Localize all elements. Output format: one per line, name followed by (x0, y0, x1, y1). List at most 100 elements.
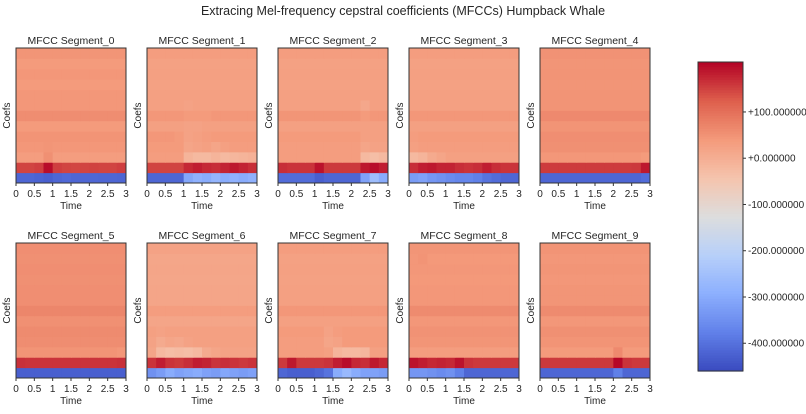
heatmap-cell (360, 79, 371, 91)
heatmap-cell (567, 357, 578, 369)
heatmap-cell (80, 172, 90, 184)
x-tick-label: 2 (480, 384, 486, 395)
colorbar-segment (698, 365, 743, 370)
heatmap-cell (147, 305, 157, 317)
heatmap-cell (98, 110, 109, 122)
heatmap-cell (174, 274, 185, 286)
heatmap-cell (378, 315, 389, 327)
heatmap-cell (631, 326, 642, 337)
heatmap-cell (305, 58, 316, 70)
heatmap-cell (247, 58, 258, 70)
heatmap-cell (305, 151, 316, 163)
heatmap-cell (323, 294, 334, 306)
heatmap-cell (238, 315, 249, 327)
heatmap-cell (247, 326, 258, 337)
heatmap-cell (183, 243, 194, 254)
colorbar-segment (698, 314, 743, 318)
heatmap-cell (464, 99, 474, 111)
heatmap-cell (418, 172, 428, 184)
heatmap-cell (183, 284, 194, 296)
heatmap-cell (43, 141, 54, 153)
heatmap-cell (98, 120, 109, 132)
heatmap-cell (585, 58, 596, 70)
heatmap-cell (445, 162, 456, 174)
heatmap-cell (25, 110, 35, 122)
heatmap-cell (61, 357, 72, 369)
heatmap-cell (464, 253, 474, 265)
heatmap-cell (116, 315, 127, 327)
heatmap-cell (71, 315, 81, 327)
heatmap-cell (464, 89, 474, 101)
heatmap-cell (43, 151, 54, 163)
heatmap-cell (278, 357, 288, 369)
heatmap-cell (622, 243, 633, 254)
heatmap-cell (107, 48, 118, 59)
heatmap-cell (16, 131, 26, 142)
x-tick-label: 0.5 (551, 189, 565, 200)
heatmap-cell (116, 110, 127, 122)
heatmap-cell (491, 48, 502, 59)
heatmap-cell (229, 151, 240, 163)
heatmap-cell (296, 151, 306, 163)
heatmap-cell (314, 284, 325, 296)
heatmap-cell (52, 120, 63, 132)
heatmap-cell (418, 151, 428, 163)
heatmap-cell (445, 284, 456, 296)
colorbar-segment (698, 172, 743, 176)
heatmap-cell (287, 284, 297, 296)
heatmap-cell (116, 367, 127, 379)
heatmap-cell (613, 79, 623, 91)
heatmap-cell (16, 336, 26, 348)
heatmap-cell (576, 346, 587, 358)
heatmap-cell (613, 243, 623, 254)
heatmap-cell (107, 99, 118, 111)
heatmap-cell (631, 89, 642, 101)
heatmap-cell (25, 346, 35, 358)
heatmap-cell (107, 346, 118, 358)
heatmap-cell (156, 162, 166, 174)
heatmap-cell (229, 120, 240, 132)
heatmap-cell (540, 346, 550, 358)
heatmap-cell (156, 120, 166, 132)
heatmap-cell (174, 58, 185, 70)
y-axis-label: Coefs (2, 102, 13, 128)
heatmap-cell (473, 58, 483, 70)
heatmap-cell (360, 120, 371, 132)
heatmap-cell (622, 336, 633, 348)
heatmap-cell (576, 68, 587, 80)
heatmap-cell (80, 253, 90, 265)
heatmap-cell (436, 367, 447, 379)
heatmap-cell (595, 99, 605, 111)
heatmap-cell (540, 315, 550, 327)
heatmap-cell (540, 274, 550, 286)
heatmap-cell (613, 99, 623, 111)
heatmap-cell (192, 79, 203, 91)
heatmap-cell (156, 346, 166, 358)
heatmap-cell (147, 243, 157, 254)
heatmap-cell (278, 284, 288, 296)
heatmap-cell (631, 294, 642, 306)
heatmap-cell (211, 110, 221, 122)
heatmap-cell (604, 131, 614, 142)
colorbar-segment (698, 103, 743, 107)
heatmap-cell (43, 274, 54, 286)
heatmap-cell (409, 110, 419, 122)
heatmap-cell (52, 89, 63, 101)
heatmap-cell (296, 305, 306, 317)
heatmap-cell (43, 243, 54, 254)
heatmap-cell (147, 274, 157, 286)
heatmap-cell (427, 367, 437, 379)
heatmap-cell (247, 89, 258, 101)
heatmap-cell (464, 274, 474, 286)
heatmap-cell (220, 263, 230, 275)
heatmap-cell (314, 263, 325, 275)
heatmap-cell (183, 326, 194, 337)
heatmap-cell (378, 243, 389, 254)
heatmap-cell (567, 162, 578, 174)
heatmap-cell (34, 263, 44, 275)
heatmap-cell (323, 253, 334, 265)
heatmap-cell (147, 162, 157, 174)
colorbar-segment (698, 273, 743, 277)
heatmap-cell (107, 326, 118, 337)
heatmap-cell (287, 99, 297, 111)
